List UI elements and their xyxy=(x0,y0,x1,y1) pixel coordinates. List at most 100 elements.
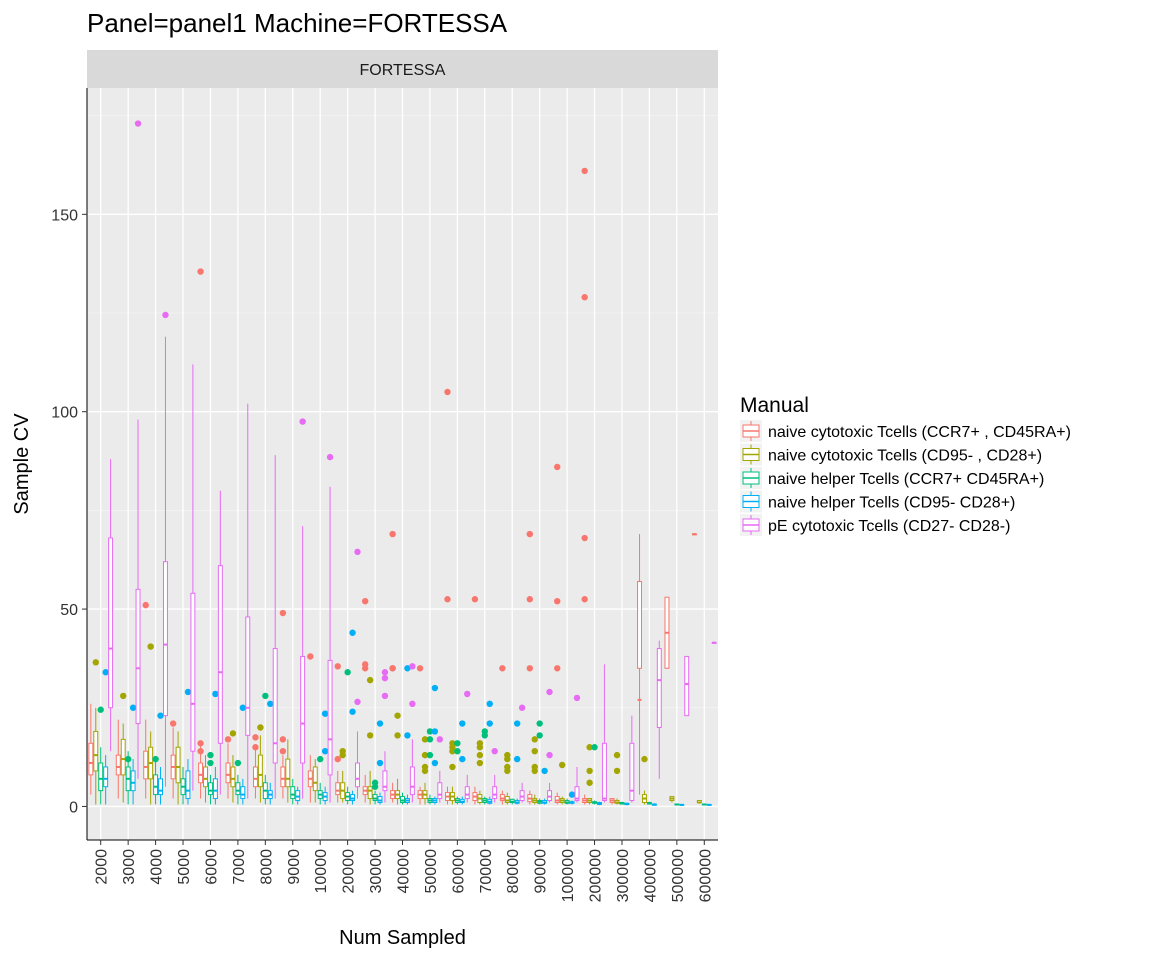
outlier-point xyxy=(531,747,538,755)
outlier-point xyxy=(581,167,588,175)
box xyxy=(252,766,258,788)
legend-title: Manual xyxy=(740,394,809,417)
boxplot xyxy=(554,463,561,805)
boxplot xyxy=(613,751,621,805)
boxplot xyxy=(354,548,361,799)
box xyxy=(629,742,635,802)
box xyxy=(574,786,580,802)
outlier-point xyxy=(581,294,588,301)
legend-label: naive cytotoxic Tcells (CCR7+ , CD45RA+) xyxy=(768,424,1071,441)
boxplot xyxy=(597,801,602,806)
outlier-point xyxy=(586,744,593,751)
outlier-point xyxy=(546,688,553,696)
box xyxy=(115,754,121,776)
legend-item: naive helper Tcells (CCR7+ CD45RA+) xyxy=(740,467,1044,489)
boxplot xyxy=(108,459,114,752)
boxplot xyxy=(326,453,334,803)
outlier-point xyxy=(409,663,416,670)
x-tick-label: 20000 xyxy=(341,849,358,894)
outlier-point xyxy=(389,665,396,672)
outlier-point xyxy=(431,728,439,735)
outlier-point xyxy=(252,744,259,751)
outlier-point xyxy=(229,730,237,737)
boxplot xyxy=(664,596,670,669)
boxplot xyxy=(229,730,237,803)
x-tick-label: 9000 xyxy=(286,849,303,885)
x-tick-label: 80000 xyxy=(505,849,522,894)
outlier-point xyxy=(454,747,461,755)
x-tick-label: 600000 xyxy=(697,849,714,902)
outlier-point xyxy=(531,736,538,743)
box xyxy=(93,730,99,772)
legend-label: naive cytotoxic Tcells (CD95- , CD28+) xyxy=(768,448,1042,465)
outlier-point xyxy=(389,530,396,538)
boxplot xyxy=(711,641,717,644)
outlier-point xyxy=(476,759,484,767)
boxplot xyxy=(609,798,615,805)
outlier-point xyxy=(481,732,489,739)
boxplot xyxy=(601,664,607,803)
outlier-point xyxy=(307,653,314,660)
box xyxy=(684,655,690,717)
outlier-point xyxy=(531,767,538,775)
outlier-point xyxy=(279,747,287,755)
boxplot xyxy=(180,766,186,805)
box xyxy=(257,754,263,788)
boxplot xyxy=(706,803,712,806)
outlier-point xyxy=(92,659,99,666)
boxplot xyxy=(252,734,259,799)
outlier-point xyxy=(486,700,493,708)
boxplot xyxy=(641,755,648,805)
boxplot xyxy=(564,798,570,805)
boxplot xyxy=(573,694,581,803)
outlier-point xyxy=(366,676,374,684)
outlier-point xyxy=(526,665,533,672)
outlier-point xyxy=(184,688,192,696)
outlier-point xyxy=(197,268,204,275)
boxplot xyxy=(426,728,434,805)
y-tick-label: 0 xyxy=(69,799,78,816)
boxplot xyxy=(381,669,389,803)
outlier-point xyxy=(513,755,521,763)
boxplot xyxy=(518,704,526,803)
outlier-point xyxy=(376,759,384,767)
boxplot xyxy=(366,676,374,805)
outlier-point xyxy=(613,751,621,759)
outlier-point xyxy=(316,755,324,763)
x-tick-label: 50000 xyxy=(423,849,440,894)
x-tick-label: 200000 xyxy=(588,849,605,902)
outlier-point xyxy=(394,732,401,739)
outlier-point xyxy=(394,712,401,719)
boxplot xyxy=(491,747,498,803)
boxplot xyxy=(679,803,685,806)
boxplot xyxy=(175,731,181,805)
outlier-point xyxy=(279,609,287,617)
outlier-point xyxy=(546,751,553,759)
boxplot xyxy=(217,490,223,795)
boxplot xyxy=(624,802,630,806)
box xyxy=(108,537,114,709)
outlier-point xyxy=(207,759,214,767)
boxplot xyxy=(142,601,149,799)
box xyxy=(230,766,236,788)
boxplot xyxy=(290,778,296,805)
boxplot xyxy=(526,530,533,805)
box xyxy=(492,786,498,800)
outlier-point xyxy=(641,755,648,763)
outlier-point xyxy=(129,704,137,711)
box xyxy=(135,588,141,725)
legend-item: naive cytotoxic Tcells (CCR7+ , CD45RA+) xyxy=(740,420,1071,442)
boxplot xyxy=(312,759,318,803)
outlier-point xyxy=(476,751,484,759)
outlier-point xyxy=(267,700,274,708)
outlier-point xyxy=(162,311,169,319)
outlier-point xyxy=(449,763,456,771)
legend-label: pE cytotoxic Tcells (CD27- CD28-) xyxy=(768,518,1010,535)
boxplot xyxy=(656,640,662,779)
boxplot xyxy=(207,751,214,805)
boxplot xyxy=(449,740,456,805)
boxplot xyxy=(471,596,479,805)
x-tick-label: 6000 xyxy=(203,849,220,885)
boxplot xyxy=(212,690,219,805)
outlier-point xyxy=(371,783,379,790)
